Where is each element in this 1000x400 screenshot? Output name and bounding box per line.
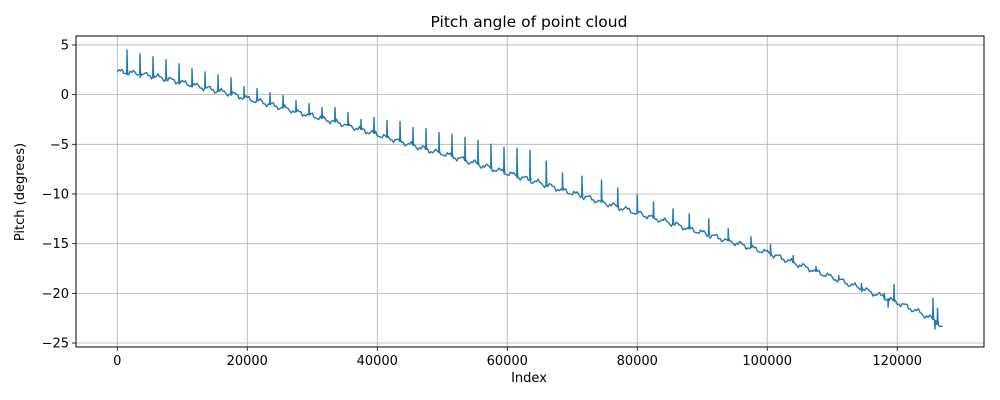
- y-tick-label: −5: [50, 138, 69, 153]
- pitch-series-line: [116, 49, 943, 330]
- y-tick-label: −10: [42, 187, 69, 202]
- x-tick-label: 60000: [487, 354, 528, 369]
- x-tick-label: 120000: [872, 354, 922, 369]
- y-axis-label: Pitch (degrees): [13, 143, 28, 241]
- x-axis-ticks: 0 20000 40000 60000 80000 100000 120000: [113, 347, 922, 369]
- y-tick-label: 5: [61, 38, 69, 53]
- plot-frame: [75, 35, 985, 348]
- chart-title: Pitch angle of point cloud: [431, 13, 628, 31]
- x-tick-label: 40000: [357, 354, 398, 369]
- plot-area: [116, 49, 943, 330]
- x-axis-label: Index: [511, 371, 547, 386]
- y-tick-label: −20: [42, 287, 69, 302]
- x-tick-label: 0: [113, 354, 121, 369]
- y-tick-label: 0: [61, 88, 69, 103]
- y-tick-label: −25: [42, 337, 69, 352]
- grid: [76, 36, 984, 347]
- y-axis-ticks: 5 0 −5 −10 −15 −20 −25: [42, 38, 76, 352]
- x-tick-label: 20000: [227, 354, 268, 369]
- y-tick-label: −15: [42, 237, 69, 252]
- x-tick-label: 80000: [617, 354, 658, 369]
- x-tick-label: 100000: [742, 354, 792, 369]
